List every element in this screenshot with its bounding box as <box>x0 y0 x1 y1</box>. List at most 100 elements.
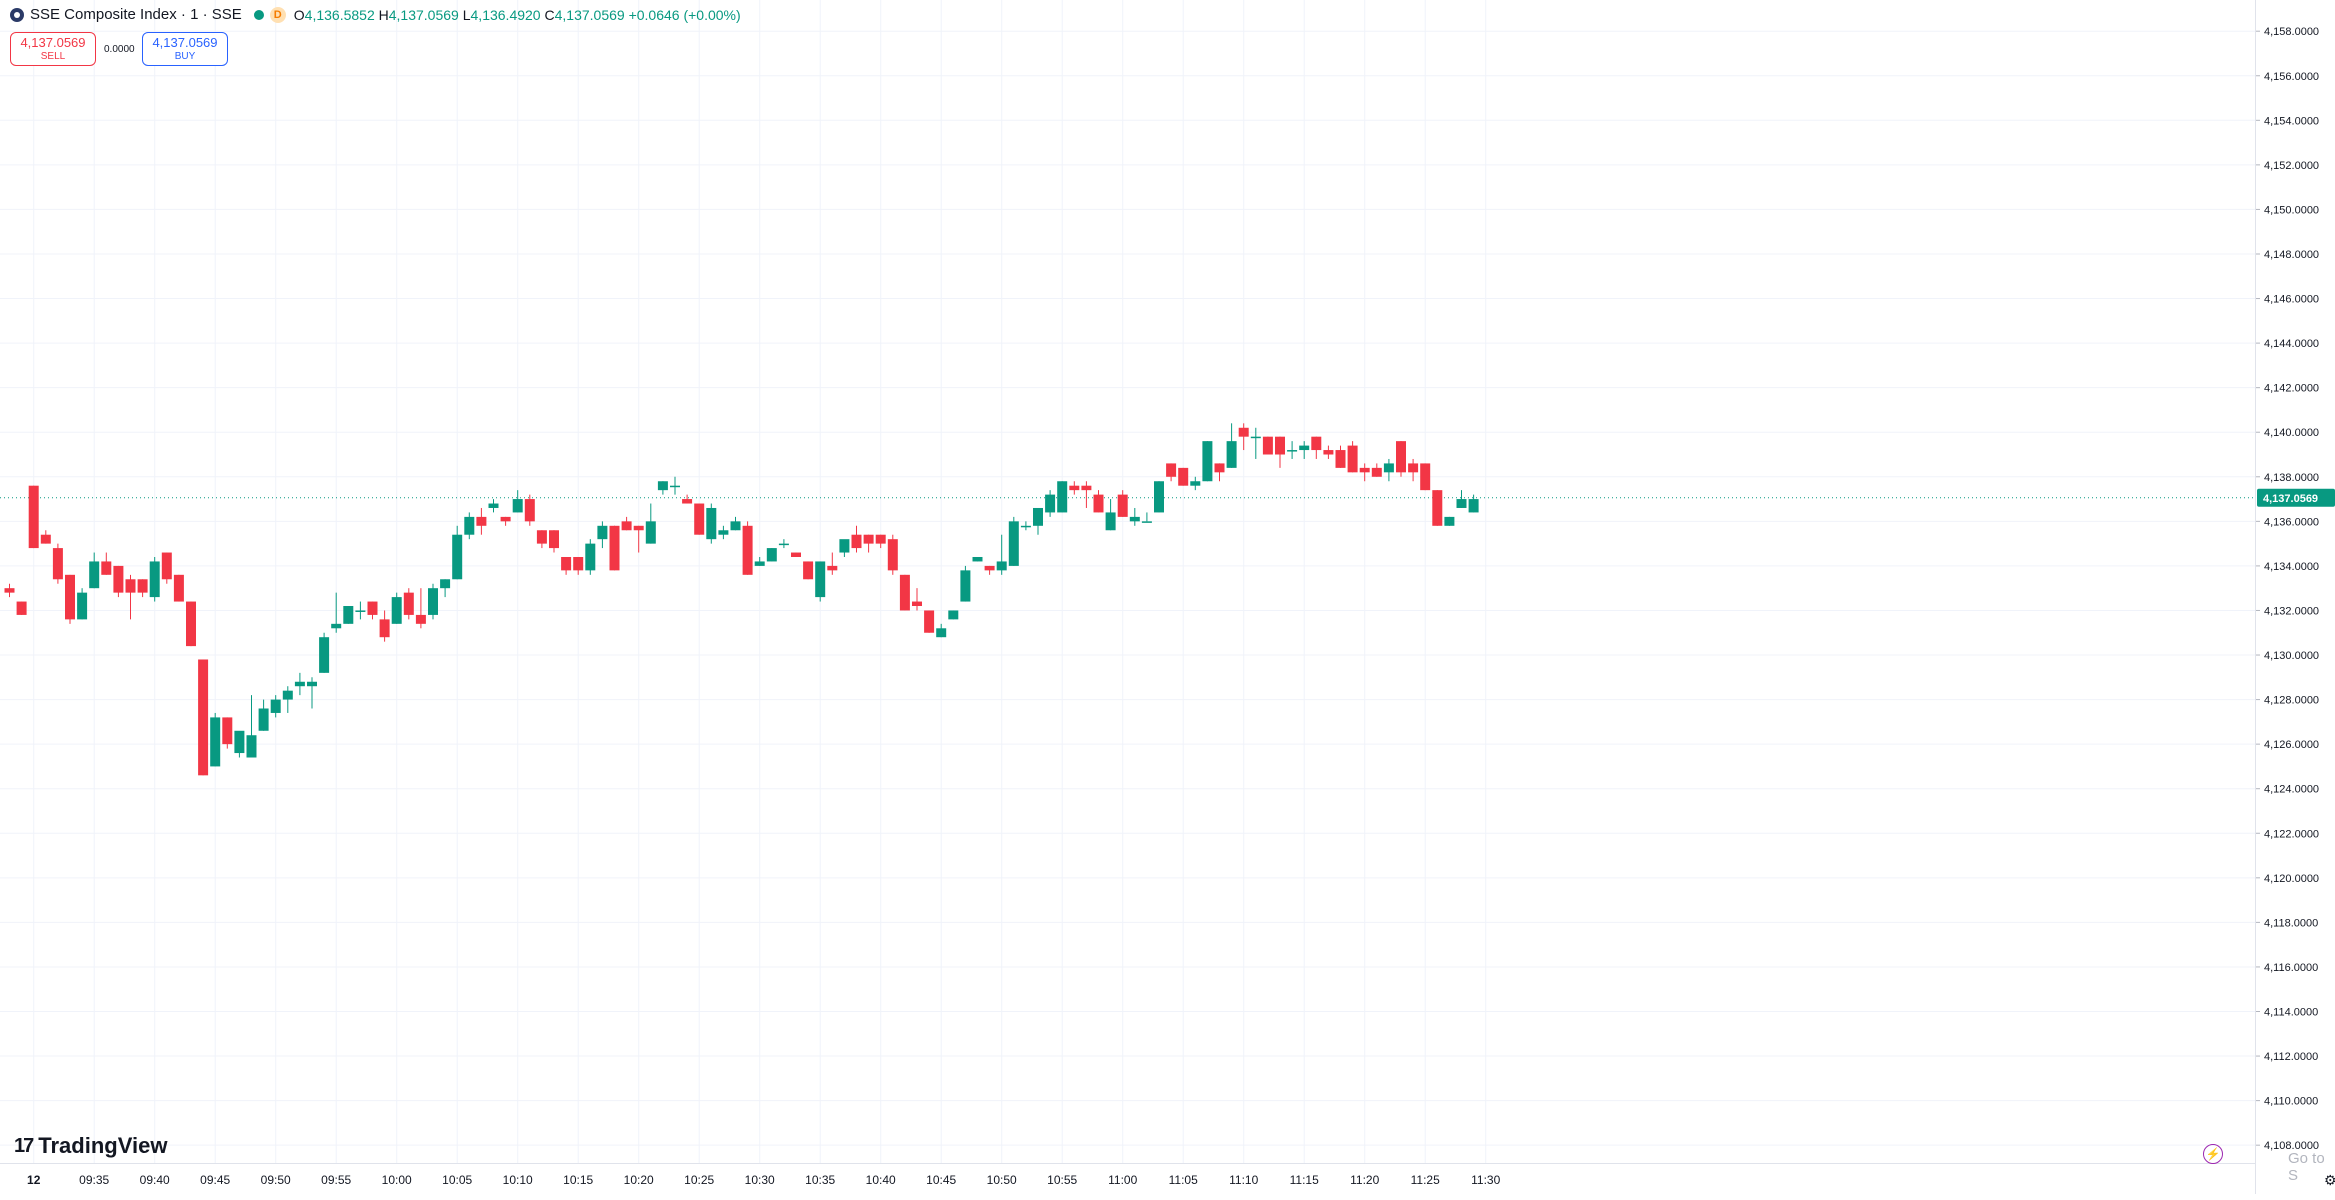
candle-up <box>730 521 741 531</box>
candle-up <box>960 570 971 602</box>
candle-up <box>1287 450 1298 452</box>
price-tick-label: 4,108.0000 <box>2264 1140 2319 1152</box>
price-tick-label: 4,152.0000 <box>2264 160 2319 172</box>
time-tick-label: 11:25 <box>1411 1173 1440 1187</box>
candlestick-chart[interactable] <box>0 0 2255 1163</box>
open-label: O <box>293 6 305 23</box>
candle-up <box>1045 494 1056 513</box>
time-tick-label: 09:35 <box>79 1173 109 1187</box>
price-tick-label: 4,110.0000 <box>2264 1096 2318 1108</box>
candle-up <box>1008 521 1019 566</box>
price-axis-labels: 4,108.0000 4,110.0000 4,112.0000 4,114.0000… <box>2256 26 2335 1152</box>
price-tick-label: 4,116.0000 <box>2264 962 2318 974</box>
candle-down <box>161 552 172 580</box>
candle-up <box>89 561 100 589</box>
candle-up <box>234 730 245 754</box>
open-value: 4,136.5852 <box>304 6 375 23</box>
candle-up <box>815 561 826 598</box>
candle-down <box>1311 436 1322 451</box>
candle-up <box>839 539 850 553</box>
time-tick-label: 10:15 <box>563 1173 593 1187</box>
time-tick-label: 09:45 <box>200 1173 230 1187</box>
symbol-title[interactable]: SSE Composite Index · 1 · SSE <box>30 6 242 23</box>
candle-up <box>1154 481 1164 513</box>
go-to-realtime-button[interactable]: Go to S <box>2288 1150 2325 1184</box>
candle-down <box>924 610 935 633</box>
candle-up <box>1202 441 1213 482</box>
symbol-legend: SSE Composite Index · 1 · SSE D O4,136.5… <box>10 6 741 23</box>
candle-up <box>1250 436 1261 439</box>
price-tick-label: 4,138.0000 <box>2264 472 2319 484</box>
candle-up <box>512 499 523 513</box>
candle-down <box>16 601 27 615</box>
candle-down <box>28 485 39 549</box>
price-tick-label: 4,120.0000 <box>2264 873 2319 885</box>
tradingview-wordmark: TradingView <box>38 1133 168 1158</box>
candle-down <box>1323 450 1334 455</box>
candle-down <box>1432 490 1443 526</box>
time-tick-label: 12 <box>27 1173 41 1187</box>
candle-down <box>4 588 15 593</box>
candle-down <box>1359 467 1370 473</box>
candle-down <box>609 525 620 571</box>
candle-up <box>488 503 499 508</box>
candle-up <box>948 610 959 620</box>
candle-down <box>984 565 995 571</box>
candle-up <box>282 690 293 700</box>
candle-up <box>718 530 729 535</box>
candle-up <box>1468 499 1479 513</box>
candle-up <box>210 717 221 767</box>
buy-price: 4,137.0569 <box>152 35 218 50</box>
chart-pane[interactable] <box>0 0 2255 1163</box>
candle-up <box>464 516 475 535</box>
time-tick-label: 10:25 <box>684 1173 714 1187</box>
candle-up <box>331 623 342 629</box>
candle-up <box>754 561 765 566</box>
last-price-badge <box>2257 488 2335 507</box>
candle-down <box>186 601 196 647</box>
candle-up <box>294 681 305 687</box>
candle-down <box>694 503 705 535</box>
price-tick-label: 4,126.0000 <box>2264 739 2319 751</box>
time-tick-label: 09:50 <box>261 1173 291 1187</box>
candle-down <box>851 534 862 549</box>
price-tick-label: 4,124.0000 <box>2264 784 2319 796</box>
candle-up <box>270 699 281 713</box>
candle-down <box>1069 485 1080 491</box>
close-value: 4,137.0569 <box>554 6 625 23</box>
price-tick-label: 4,112.0000 <box>2264 1051 2318 1063</box>
time-tick-label: 10:10 <box>503 1173 533 1187</box>
candle-up <box>657 481 668 491</box>
candle-down <box>573 556 584 571</box>
time-tick-label: 10:55 <box>1047 1173 1077 1187</box>
price-tick-label: 4,156.0000 <box>2264 71 2319 83</box>
price-tick-label: 4,142.0000 <box>2264 383 2319 395</box>
tradingview-logo[interactable]: 17 TradingView <box>14 1133 167 1159</box>
candle-down <box>1335 450 1346 468</box>
low-label: L <box>462 6 471 23</box>
candle-down <box>682 499 693 504</box>
candle-up <box>1057 481 1068 513</box>
candle-down <box>524 499 535 522</box>
candle-up <box>972 556 983 562</box>
price-tick-label: 4,134.0000 <box>2264 561 2319 573</box>
candle-down <box>198 659 209 776</box>
candle-up <box>307 681 317 687</box>
candle-up <box>1456 499 1467 508</box>
candle-down <box>633 525 644 531</box>
time-axis[interactable]: 12 09:35 09:40 09:45 09:50 09:55 10:00 10:05 10:… <box>0 1163 2255 1194</box>
price-axis[interactable]: 4,108.0000 4,110.0000 4,112.0000 4,114.0000… <box>2255 0 2335 1194</box>
candle-up <box>996 561 1007 571</box>
lightning-icon[interactable]: ⚡ <box>2203 1144 2223 1164</box>
candle-up <box>77 592 88 620</box>
candle-down <box>1117 494 1128 517</box>
price-tick-label: 4,140.0000 <box>2264 427 2319 439</box>
candle-down <box>1371 467 1382 477</box>
gear-icon[interactable]: ⚙ <box>2324 1172 2335 1188</box>
sell-button[interactable]: 4,137.0569 SELL <box>10 32 96 66</box>
price-tick-label: 4,130.0000 <box>2264 650 2319 662</box>
candle-down <box>1275 436 1285 455</box>
candle-down <box>887 539 898 571</box>
buy-button[interactable]: 4,137.0569 BUY <box>142 32 228 66</box>
candle-up <box>1190 481 1201 486</box>
